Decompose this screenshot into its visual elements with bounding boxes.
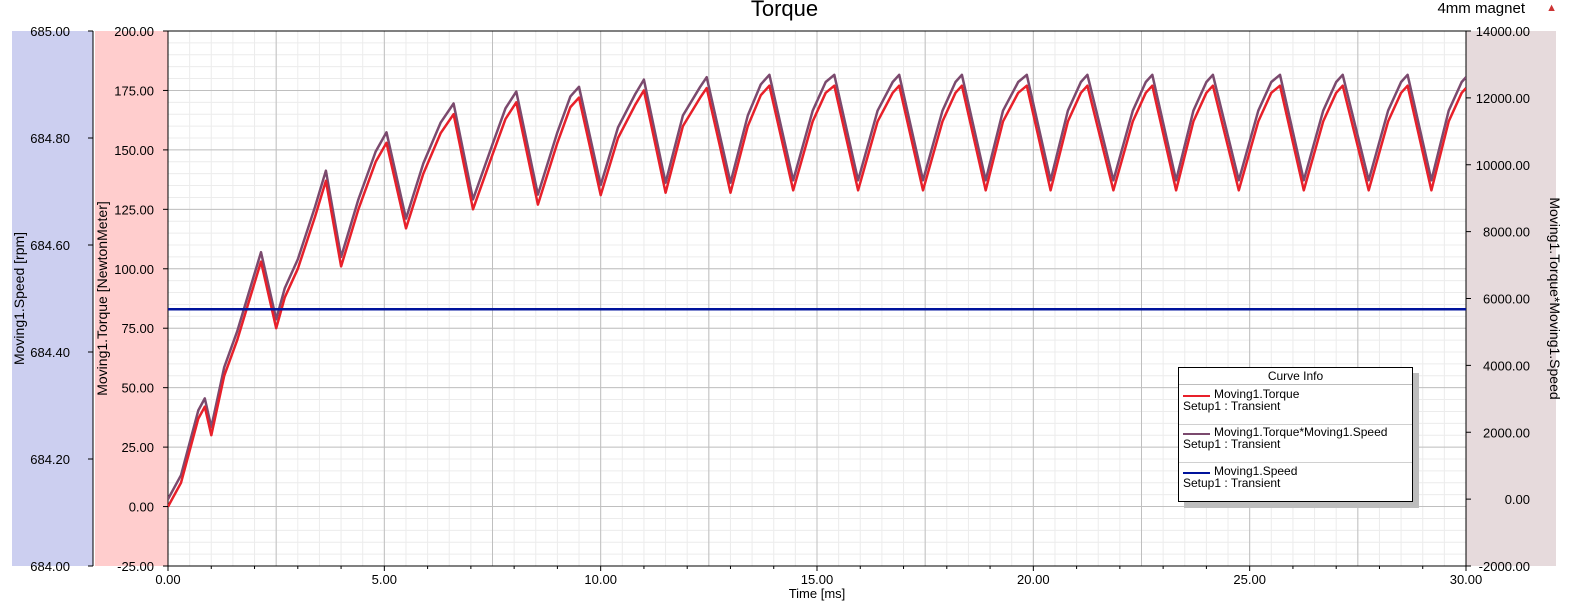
design-name-label: 4mm magnet bbox=[1437, 0, 1525, 17]
power-tick-label: -2000.00 bbox=[1479, 559, 1530, 574]
torque-axis-label: Moving1.Torque [NewtonMeter] bbox=[94, 201, 110, 396]
legend-divider bbox=[1179, 462, 1412, 463]
torque-tick-label: 100.00 bbox=[114, 262, 154, 277]
legend-swatch-torque bbox=[1183, 395, 1210, 397]
power-tick-label: 14000.00 bbox=[1476, 24, 1530, 39]
speed-tick-label: 684.40 bbox=[30, 345, 70, 360]
torque-tick-label: 0.00 bbox=[129, 500, 154, 515]
x-tick-label: 20.00 bbox=[1017, 572, 1050, 587]
x-tick-label: 5.00 bbox=[372, 572, 397, 587]
power-tick-label: 12000.00 bbox=[1476, 91, 1530, 106]
power-tick-label: 2000.00 bbox=[1483, 425, 1530, 440]
legend-label-power: Moving1.Torque*Moving1.Speed bbox=[1214, 425, 1388, 439]
x-tick-label: 25.00 bbox=[1233, 572, 1266, 587]
torque-tick-label: 175.00 bbox=[114, 83, 154, 98]
power-tick-label: 8000.00 bbox=[1483, 225, 1530, 240]
torque-tick-label: -25.00 bbox=[117, 559, 154, 574]
legend-setup-torque: Setup1 : Transient bbox=[1183, 399, 1281, 413]
speed-tick-label: 685.00 bbox=[30, 24, 70, 39]
power-tick-label: 10000.00 bbox=[1476, 158, 1530, 173]
warning-triangle-icon: ▲ bbox=[1546, 2, 1557, 14]
legend-title: Curve Info bbox=[1179, 368, 1412, 385]
legend-setup-power: Setup1 : Transient bbox=[1183, 437, 1281, 451]
x-tick-label: 15.00 bbox=[801, 572, 834, 587]
legend-setup-speed: Setup1 : Transient bbox=[1183, 476, 1281, 490]
torque-tick-label: 200.00 bbox=[114, 24, 154, 39]
speed-axis-label: Moving1.Speed [rpm] bbox=[11, 232, 27, 365]
torque-tick-label: 25.00 bbox=[121, 440, 154, 455]
legend-swatch-power bbox=[1183, 433, 1210, 435]
chart-title: Torque bbox=[750, 0, 819, 21]
power-axis-band bbox=[1466, 31, 1556, 566]
x-tick-label: 30.00 bbox=[1450, 572, 1483, 587]
legend-divider bbox=[1179, 424, 1412, 425]
torque-tick-label: 150.00 bbox=[114, 143, 154, 158]
x-tick-label: 10.00 bbox=[584, 572, 617, 587]
legend-swatch-speed bbox=[1183, 472, 1210, 474]
x-tick-label: 0.00 bbox=[155, 572, 180, 587]
torque-axis-band bbox=[95, 31, 168, 566]
x-axis-label: Time [ms] bbox=[789, 586, 846, 601]
speed-tick-label: 684.80 bbox=[30, 131, 70, 146]
speed-tick-label: 684.00 bbox=[30, 559, 70, 574]
speed-tick-label: 684.20 bbox=[30, 452, 70, 467]
torque-tick-label: 50.00 bbox=[121, 381, 154, 396]
speed-tick-label: 684.60 bbox=[30, 238, 70, 253]
power-axis-label: Moving1.Torque*Moving1.Speed bbox=[1547, 197, 1563, 399]
power-tick-label: 0.00 bbox=[1505, 492, 1530, 507]
curve-info-legend[interactable]: Curve Info Moving1.Torque Setup1 : Trans… bbox=[1178, 367, 1413, 502]
torque-tick-label: 125.00 bbox=[114, 202, 154, 217]
power-tick-label: 6000.00 bbox=[1483, 292, 1530, 307]
legend-label-torque: Moving1.Torque bbox=[1214, 387, 1300, 401]
power-tick-label: 4000.00 bbox=[1483, 358, 1530, 373]
speed-axis-band bbox=[12, 31, 93, 566]
series-line-moving1-torque-moving1-speed bbox=[168, 73, 1466, 500]
legend-label-speed: Moving1.Speed bbox=[1214, 464, 1298, 478]
torque-tick-label: 75.00 bbox=[121, 321, 154, 336]
series-line-moving1-torque bbox=[168, 84, 1466, 508]
